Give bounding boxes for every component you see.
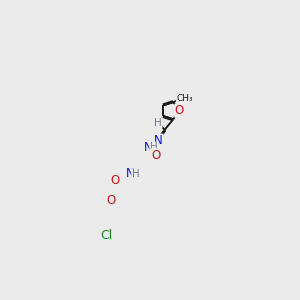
Text: N: N [154,134,163,147]
Text: O: O [111,174,120,187]
Text: N: N [144,141,153,154]
Text: O: O [175,104,184,117]
Text: O: O [107,194,116,206]
Text: H: H [150,142,158,152]
Text: H: H [154,118,162,128]
Text: H: H [132,169,140,179]
Text: CH₃: CH₃ [176,94,193,103]
Text: O: O [152,149,161,162]
Text: Cl: Cl [100,229,113,242]
Text: N: N [126,167,134,180]
